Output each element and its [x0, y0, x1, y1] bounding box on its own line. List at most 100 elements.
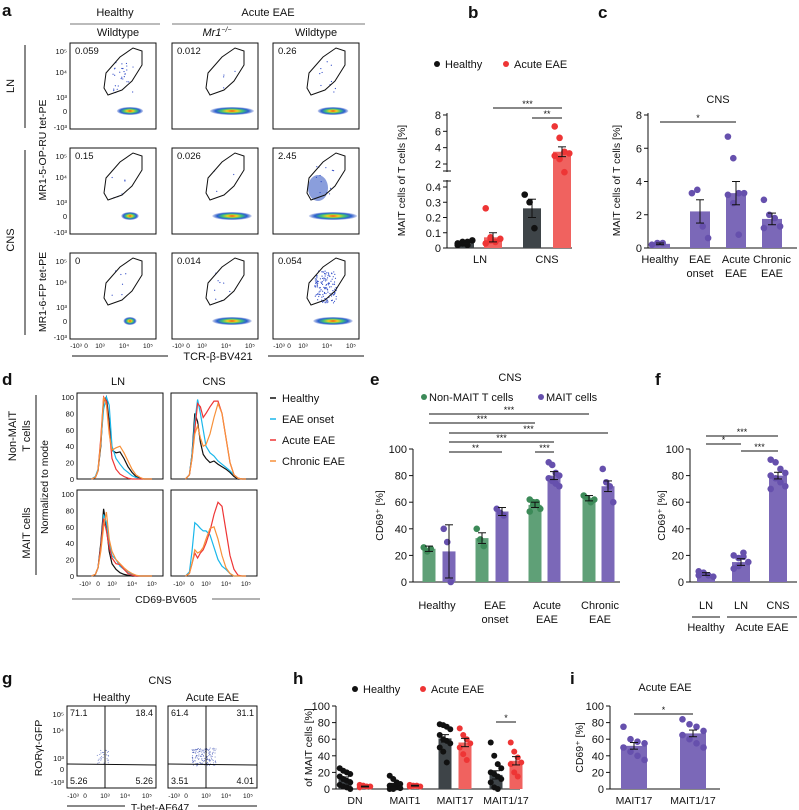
x-tick-label: 0	[190, 581, 194, 588]
y-tick-label: 2	[636, 210, 642, 222]
data-point	[767, 485, 775, 493]
data-point	[694, 186, 701, 194]
legend-label: Acute EAE	[282, 435, 335, 447]
y-tick-label: 20	[318, 767, 330, 779]
event-dot	[125, 62, 128, 65]
x-tick-label: LN	[699, 600, 713, 612]
event-dot	[100, 749, 102, 751]
bar	[601, 486, 615, 582]
histogram-curve	[91, 396, 152, 480]
x-tick-label: 0	[184, 793, 188, 800]
legend-label: Acute EAE	[431, 684, 484, 696]
event-dot	[207, 761, 209, 763]
group-label: Acute EAE	[735, 622, 788, 634]
y-tick-label: 40	[66, 539, 74, 548]
data-point	[473, 525, 481, 533]
event-dot	[209, 753, 211, 755]
y-tick-label: 40	[66, 442, 74, 451]
legend-marker	[352, 686, 358, 692]
event-dot	[329, 275, 331, 277]
y-tick-label: 0	[70, 572, 74, 581]
event-dot	[99, 753, 101, 755]
quadrant-percentage: 5.26	[135, 776, 153, 786]
event-dot	[195, 748, 197, 750]
x-tick-label: 10⁴	[221, 343, 231, 350]
gate-percentage: 2.45	[278, 151, 297, 162]
event-dot	[331, 278, 333, 280]
event-dot	[208, 759, 210, 761]
data-point	[772, 459, 779, 466]
significance-stars: ***	[522, 99, 533, 109]
event-dot	[326, 272, 328, 274]
data-point	[740, 189, 748, 197]
data-point	[468, 237, 476, 244]
data-point	[771, 214, 778, 222]
y-tick-label: 80	[66, 409, 74, 418]
y-tick-label: 10⁵	[53, 710, 64, 719]
event-dot	[201, 753, 203, 755]
event-dot	[317, 299, 319, 301]
data-point	[460, 732, 467, 739]
y-axis-label: RORγt-GFP	[33, 720, 45, 777]
x-tick-label: Healthy	[418, 600, 456, 612]
event-dot	[117, 85, 119, 87]
data-point	[777, 465, 784, 473]
flow-plot	[167, 705, 258, 789]
y-tick-label: 0	[598, 784, 604, 796]
event-dot	[132, 66, 134, 68]
event-dot	[333, 271, 335, 273]
event-dot	[208, 752, 210, 754]
event-dot	[114, 74, 116, 76]
x-tick-label: 10⁴	[322, 343, 332, 350]
event-dot	[201, 755, 203, 757]
significance-stars: ***	[539, 443, 550, 453]
y-tick-label: 100	[61, 393, 74, 402]
y-tick-label: 0	[435, 243, 441, 255]
bar	[422, 548, 436, 582]
chart-title: CNS	[706, 94, 729, 106]
column-header: Mr1−/−	[202, 27, 231, 39]
event-dot	[315, 278, 317, 280]
density-cloud	[123, 317, 137, 325]
data-point	[494, 786, 501, 792]
data-point	[526, 508, 534, 515]
data-point	[772, 474, 779, 482]
y-tick-label: 10³	[56, 303, 67, 312]
data-point	[693, 723, 700, 731]
y-tick-label: 6	[636, 143, 642, 155]
bar	[697, 574, 715, 582]
x-tick-label: -10³	[70, 343, 82, 350]
event-dot	[334, 273, 336, 275]
gate-outline	[306, 47, 346, 96]
event-dot	[206, 757, 208, 759]
event-dot	[100, 759, 102, 761]
data-point	[565, 150, 573, 157]
panel-label: h	[293, 669, 303, 688]
y-tick-label: 100	[312, 701, 330, 713]
event-dot	[214, 750, 216, 752]
data-point	[555, 482, 563, 490]
gate-outline	[306, 257, 346, 306]
panel-label: i	[570, 669, 575, 688]
event-dot	[331, 273, 333, 275]
y-tick-label: 20	[66, 459, 74, 468]
data-point	[695, 572, 703, 579]
significance-stars: ***	[754, 442, 765, 452]
x-tick-label: -10³	[273, 343, 285, 350]
data-point	[476, 536, 484, 543]
data-point	[700, 744, 707, 751]
event-dot	[192, 760, 194, 762]
column-group-header: Acute EAE	[241, 7, 294, 19]
y-tick-label: 10⁴	[55, 278, 67, 287]
x-tick-label: LN	[734, 600, 748, 612]
event-dot	[333, 281, 336, 283]
x-tick-label: 10³	[298, 343, 308, 350]
event-dot	[121, 67, 123, 70]
event-dot	[315, 281, 317, 283]
data-point	[777, 478, 784, 486]
event-dot	[327, 291, 329, 293]
event-dot	[126, 65, 128, 67]
event-dot	[198, 748, 200, 750]
event-dot	[211, 755, 213, 757]
y-tick-label: 0.3	[426, 197, 441, 209]
